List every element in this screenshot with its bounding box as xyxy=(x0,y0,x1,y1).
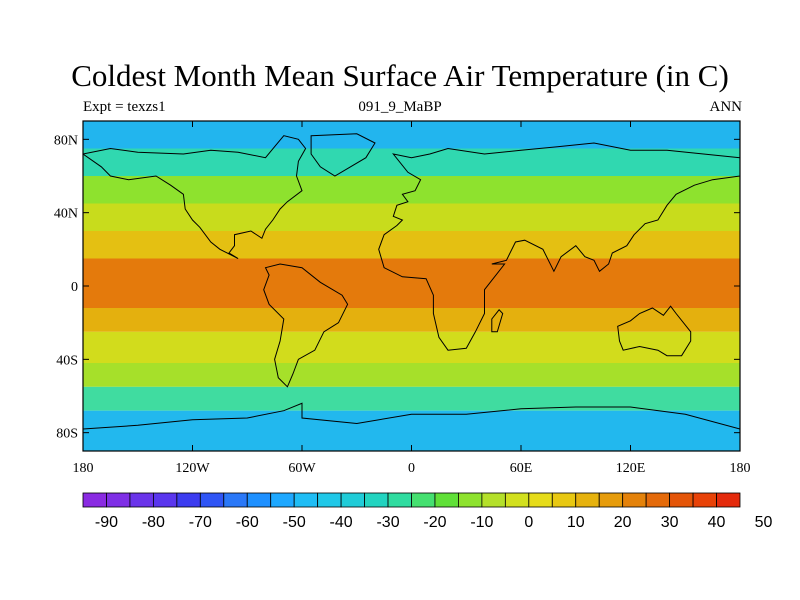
temperature-band-6 xyxy=(83,308,740,332)
lon-tick-label: 120W xyxy=(175,461,210,476)
colorbar-label: -30 xyxy=(376,514,399,531)
lon-tick-label: 60E xyxy=(510,461,533,476)
temperature-band-3 xyxy=(83,203,740,231)
longitude-axis: 180 120W 60W 0 60E 120E 180 xyxy=(73,121,751,476)
lon-tick-label: 180 xyxy=(730,461,751,476)
greenland-outline xyxy=(310,133,376,177)
lat-tick-label: 40S xyxy=(56,353,78,368)
experiment-label: Expt = texzs1 xyxy=(83,99,166,115)
colorbar-swatch xyxy=(246,492,272,508)
colorbar-swatch xyxy=(176,492,201,508)
lon-tick-label: 120E xyxy=(616,461,646,476)
colorbar-swatch xyxy=(669,492,694,508)
colorbar-label: 10 xyxy=(567,514,585,531)
colorbar-label: 30 xyxy=(661,514,679,531)
lat-tick-label: 80S xyxy=(56,427,78,442)
colorbar-swatch xyxy=(411,492,436,508)
colorbar-swatch xyxy=(434,492,459,508)
colorbar-swatch xyxy=(152,492,178,508)
latitude-axis: 80N 40N 0 40S 80S xyxy=(54,133,740,442)
colorbar-label: -10 xyxy=(470,514,493,531)
colorbar-swatch xyxy=(645,492,671,508)
madagascar-outline xyxy=(491,309,504,333)
lat-tick-label: 80N xyxy=(54,133,78,148)
colorbar-swatch xyxy=(82,492,107,508)
antarctica-outline xyxy=(83,402,740,451)
colorbar-swatch xyxy=(692,492,717,508)
chart-title: Coldest Month Mean Surface Air Temperatu… xyxy=(71,58,729,93)
lat-tick-label: 40N xyxy=(54,207,78,222)
temperature-band-2 xyxy=(83,176,740,204)
colorbar: -90 -80 -70 -60 -50 -40 -30 -20 -10 0 10 20 30 40 50 xyxy=(82,492,773,531)
north-america-outline xyxy=(83,135,307,259)
colorbar-label: -70 xyxy=(189,514,212,531)
colorbar-swatch xyxy=(199,492,225,508)
lon-tick-label: 0 xyxy=(408,461,415,476)
colorbar-swatch xyxy=(528,492,553,508)
colorbar-swatch xyxy=(458,492,483,508)
colorbar-swatch xyxy=(317,492,342,508)
temperature-band-1 xyxy=(83,148,740,176)
period-label: 091_9_MaBP xyxy=(358,99,442,115)
colorbar-label: -20 xyxy=(423,514,446,531)
lat-tick-label: 0 xyxy=(71,280,78,295)
colorbar-swatch xyxy=(598,492,624,508)
coastlines xyxy=(83,133,740,451)
season-label: ANN xyxy=(709,99,743,115)
temperature-band-10 xyxy=(83,410,740,451)
temperature-band-7 xyxy=(83,331,740,363)
colorbar-label: -80 xyxy=(142,514,165,531)
colorbar-swatch xyxy=(340,492,365,508)
colorbar-label: -60 xyxy=(236,514,259,531)
colorbar-swatch xyxy=(622,492,647,508)
colorbar-swatch xyxy=(716,492,741,508)
lon-tick-label: 60W xyxy=(288,461,316,476)
colorbar-swatch xyxy=(504,492,530,508)
colorbar-label: 20 xyxy=(614,514,632,531)
colorbar-label: 0 xyxy=(524,514,533,531)
colorbar-swatch xyxy=(551,492,577,508)
colorbar-label: -40 xyxy=(330,514,353,531)
south-america-outline xyxy=(263,263,349,388)
colorbar-swatch xyxy=(293,492,319,508)
temperature-band-5 xyxy=(83,258,740,308)
temperature-band-8 xyxy=(83,363,740,387)
temperature-field xyxy=(83,121,740,451)
colorbar-swatch xyxy=(129,492,154,508)
colorbar-label: 40 xyxy=(708,514,726,531)
colorbar-swatch xyxy=(575,492,600,508)
colorbar-label: 50 xyxy=(755,514,773,531)
colorbar-label: -90 xyxy=(95,514,118,531)
colorbar-swatch xyxy=(106,492,131,508)
colorbar-swatch xyxy=(364,492,389,508)
temperature-band-4 xyxy=(83,231,740,259)
colorbar-swatch xyxy=(387,492,412,508)
colorbar-label: -50 xyxy=(283,514,306,531)
temperature-band-9 xyxy=(83,386,740,411)
australia-outline xyxy=(617,305,692,357)
lon-tick-label: 180 xyxy=(73,461,94,476)
colorbar-swatch xyxy=(481,492,506,508)
colorbar-swatch xyxy=(223,492,248,508)
colorbar-swatch xyxy=(270,492,295,508)
eurasia-africa-outline xyxy=(378,142,740,351)
